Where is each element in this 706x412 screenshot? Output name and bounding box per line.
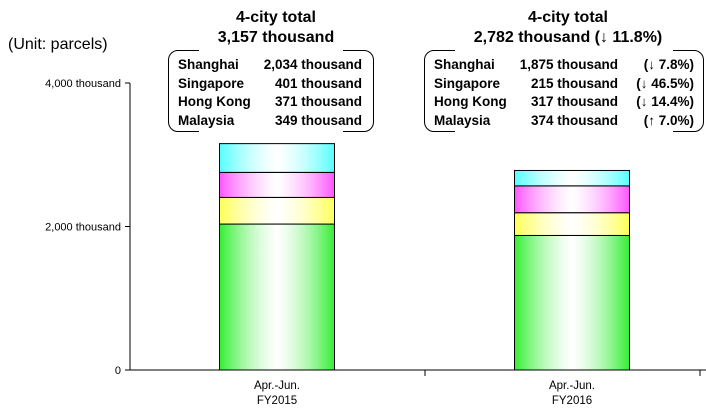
bar-segment-hong-kong bbox=[219, 196, 335, 225]
city-change: (↓ 7.8%) bbox=[643, 57, 694, 72]
y-tick-label: 4,000 thousand bbox=[45, 78, 121, 90]
total-label-fy2015: 4-city total 3,157 thousand bbox=[126, 8, 426, 48]
total-title: 4-city total bbox=[527, 9, 608, 26]
city-change: (↓ 46.5%) bbox=[636, 75, 694, 91]
city-value: 1,875 thousand bbox=[519, 57, 618, 72]
breakdown-row: Singapore 215 thousand (↓ 46.5%) bbox=[434, 75, 694, 94]
total-label-fy2016: 4-city total 2,782 thousand (↓ 11.8%) bbox=[418, 8, 706, 48]
bar-segment-malaysia bbox=[514, 185, 630, 214]
city-value: 401 thousand bbox=[274, 75, 362, 91]
total-title: 4-city total bbox=[235, 9, 316, 26]
city-value: 374 thousand bbox=[530, 112, 618, 128]
breakdown-row: Malaysia 374 thousand (↑ 7.0%) bbox=[434, 112, 694, 131]
breakdown-row: Shanghai 1,875 thousand (↓ 7.8%) bbox=[434, 56, 694, 75]
breakdown-row: Shanghai 2,034 thousand bbox=[178, 56, 362, 75]
city-value: 349 thousand bbox=[274, 112, 362, 128]
city-label: Malaysia bbox=[434, 112, 491, 128]
city-label: Hong Kong bbox=[178, 94, 251, 109]
bar-segment-shanghai bbox=[514, 234, 630, 371]
breakdown-row: Hong Kong 317 thousand (↓ 14.4%) bbox=[434, 93, 694, 112]
bar-segment-singapore bbox=[219, 143, 335, 173]
city-value: 2,034 thousand bbox=[263, 57, 362, 72]
city-change: (↓ 14.4%) bbox=[636, 94, 694, 109]
city-label: Hong Kong bbox=[434, 94, 507, 109]
x-tick-label: FY2016 bbox=[552, 395, 592, 407]
city-label: Singapore bbox=[178, 75, 245, 91]
city-change: (↑ 7.0%) bbox=[643, 112, 694, 128]
city-label: Shanghai bbox=[434, 57, 495, 72]
x-tick-label: Apr.-Jun. bbox=[254, 380, 300, 392]
x-tick-label: FY2015 bbox=[257, 395, 297, 407]
city-value: 371 thousand bbox=[274, 94, 362, 109]
breakdown-fy2016: Shanghai 1,875 thousand (↓ 7.8%) Singapo… bbox=[434, 56, 694, 130]
breakdown-row: Hong Kong 371 thousand bbox=[178, 93, 362, 112]
bar-segment-singapore bbox=[514, 169, 630, 187]
y-tick-label: 2,000 thousand bbox=[45, 222, 121, 234]
city-value: 317 thousand bbox=[530, 94, 618, 109]
breakdown-brace-fy2015 bbox=[168, 49, 374, 133]
city-label: Shanghai bbox=[178, 57, 239, 72]
breakdown-fy2015: Shanghai 2,034 thousand Singapore 401 th… bbox=[178, 56, 362, 130]
bar-segment-hong-kong bbox=[514, 212, 630, 236]
city-label: Malaysia bbox=[178, 112, 235, 128]
breakdown-row: Singapore 401 thousand bbox=[178, 75, 362, 94]
unit-label: (Unit: parcels) bbox=[8, 36, 108, 53]
bar-segment-malaysia bbox=[219, 171, 335, 198]
total-value: 2,782 thousand (↓ 11.8%) bbox=[473, 29, 663, 46]
breakdown-brace-fy2016 bbox=[424, 49, 704, 133]
y-tick-label: 0 bbox=[115, 365, 121, 377]
breakdown-row: Malaysia 349 thousand bbox=[178, 112, 362, 131]
bar-segment-shanghai bbox=[219, 223, 335, 371]
x-tick-label: Apr.-Jun. bbox=[549, 380, 595, 392]
total-value: 3,157 thousand bbox=[217, 29, 335, 46]
city-value: 215 thousand bbox=[530, 75, 618, 91]
city-label: Singapore bbox=[434, 75, 501, 91]
